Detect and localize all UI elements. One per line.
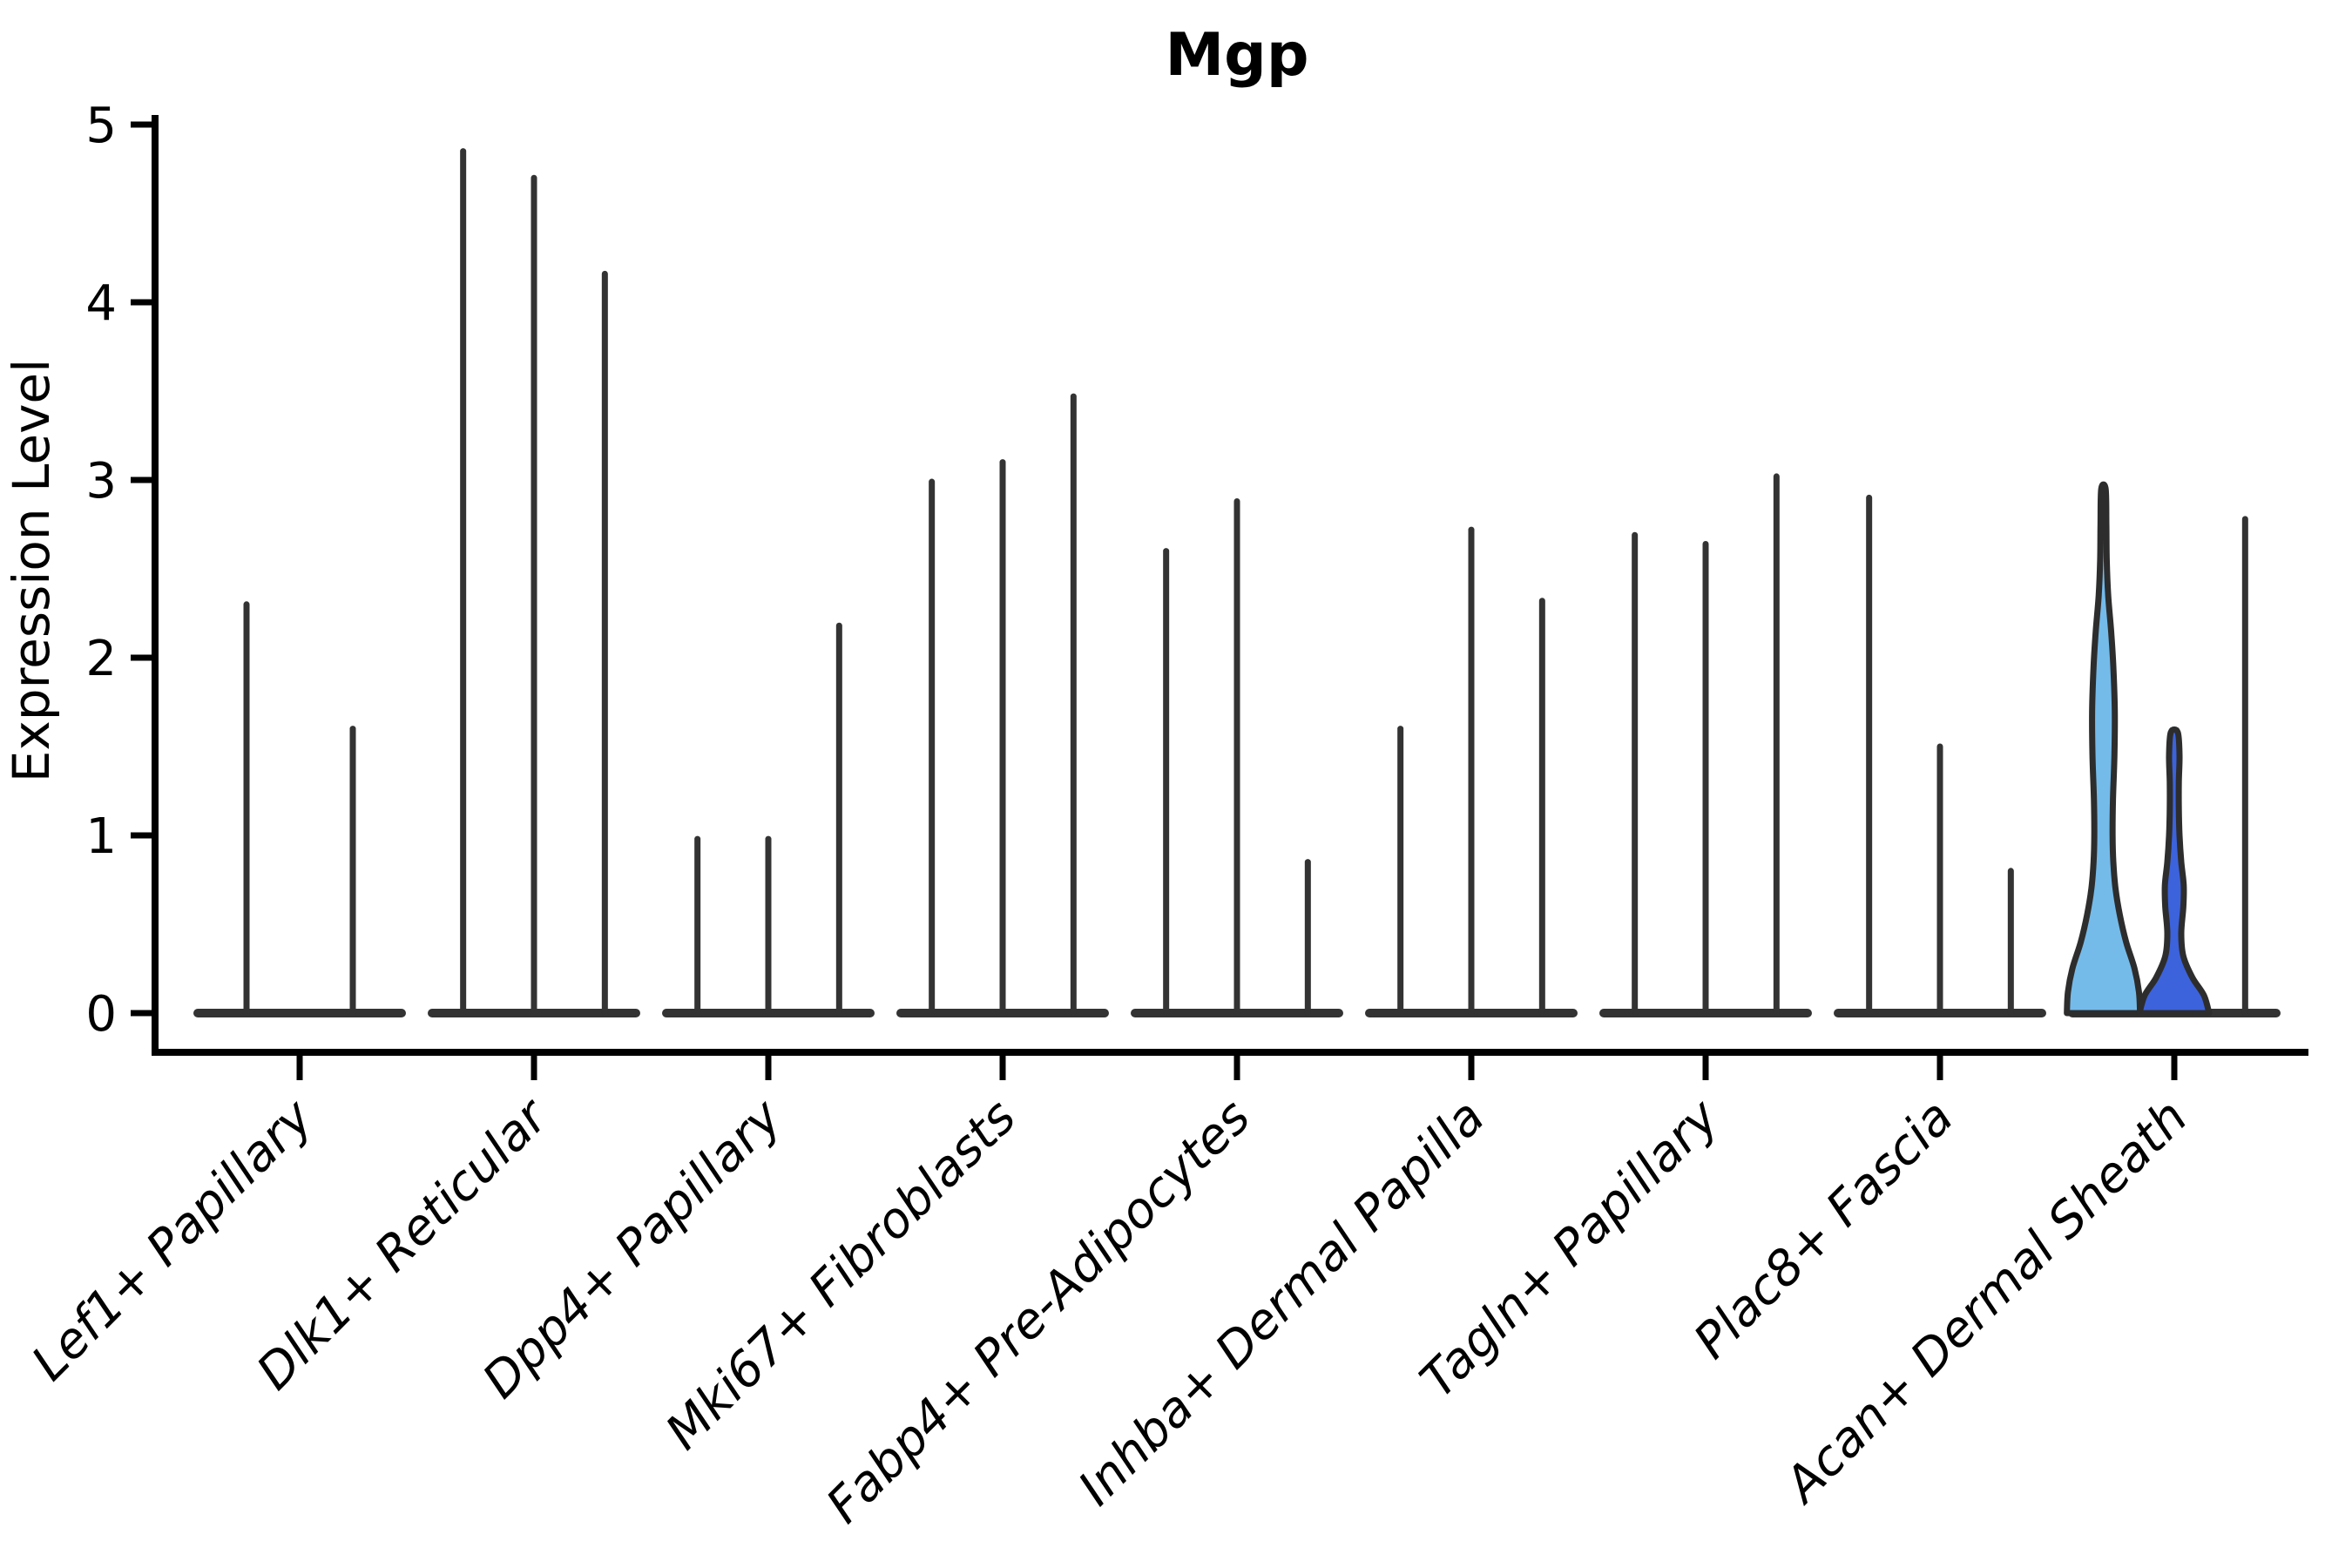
- violins-layer: [193, 148, 2281, 1017]
- y-tick-label: 0: [85, 986, 117, 1043]
- y-tick-label: 3: [85, 453, 117, 510]
- y-tick-label: 2: [85, 631, 117, 687]
- x-tick-label: Inhba+ Dermal Papilla: [1068, 1089, 1496, 1517]
- x-tick-label: Acan+ Dermal Sheath: [1773, 1089, 2199, 1515]
- y-axis-label: Expression Level: [2, 359, 61, 782]
- violin-density: [2136, 726, 2213, 1017]
- violin-density: [2064, 481, 2144, 1017]
- y-tick-label: 4: [85, 275, 117, 332]
- violin-base-bar: [193, 1009, 406, 1017]
- y-tick-label: 1: [85, 808, 117, 865]
- chart-title: Mgp: [1165, 21, 1308, 90]
- x-tick-label: Fabp4+ Pre-Adipocytes: [816, 1089, 1261, 1534]
- y-tick-label: 5: [85, 98, 117, 154]
